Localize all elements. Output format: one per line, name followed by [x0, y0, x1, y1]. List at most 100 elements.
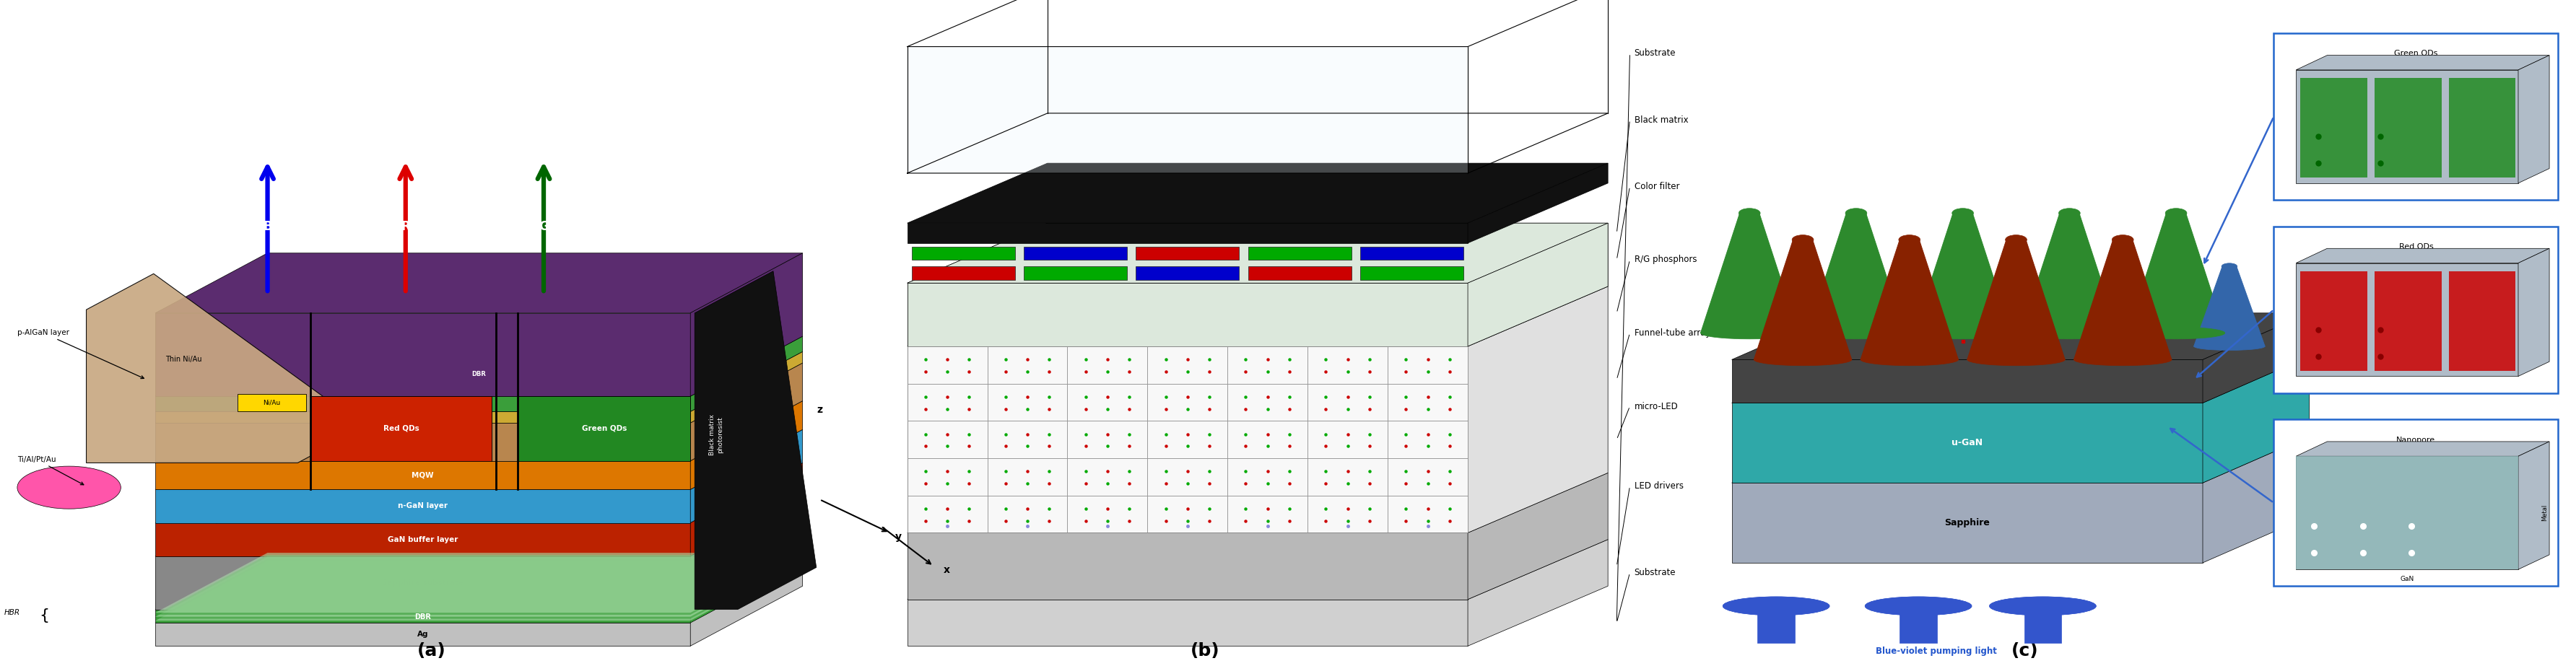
- Polygon shape: [155, 490, 690, 523]
- Polygon shape: [312, 396, 492, 461]
- Text: n-GaN layer: n-GaN layer: [397, 503, 448, 509]
- Ellipse shape: [2058, 208, 2081, 218]
- Polygon shape: [690, 336, 804, 412]
- Polygon shape: [1388, 346, 1468, 384]
- Polygon shape: [1388, 496, 1468, 533]
- Polygon shape: [690, 463, 804, 556]
- Ellipse shape: [1723, 597, 1829, 615]
- Polygon shape: [88, 274, 366, 463]
- Text: Funnel-tube array: Funnel-tube array: [1633, 328, 1710, 338]
- Ellipse shape: [2221, 263, 2236, 270]
- Polygon shape: [907, 283, 1468, 346]
- Polygon shape: [155, 609, 690, 623]
- Polygon shape: [1968, 240, 2066, 360]
- Polygon shape: [2202, 313, 2308, 403]
- Text: Ni/Au: Ni/Au: [263, 400, 281, 406]
- Polygon shape: [1757, 606, 1795, 643]
- Polygon shape: [2295, 456, 2519, 569]
- Polygon shape: [1229, 458, 1309, 496]
- Polygon shape: [907, 346, 1468, 533]
- Text: Black matrix
photoresist: Black matrix photoresist: [708, 414, 724, 455]
- Polygon shape: [1754, 240, 1852, 360]
- Polygon shape: [1731, 403, 2202, 483]
- Polygon shape: [155, 557, 804, 617]
- Polygon shape: [907, 286, 1607, 346]
- Polygon shape: [1229, 496, 1309, 533]
- Polygon shape: [1388, 458, 1468, 496]
- Polygon shape: [1468, 163, 1607, 243]
- Polygon shape: [1309, 346, 1388, 384]
- Polygon shape: [1731, 483, 2202, 563]
- Polygon shape: [1388, 421, 1468, 458]
- Text: Ti/Al/Pt/Au: Ti/Al/Pt/Au: [18, 456, 82, 485]
- Text: DBR: DBR: [415, 613, 430, 620]
- Polygon shape: [2450, 271, 2517, 371]
- Polygon shape: [1808, 213, 1906, 333]
- Polygon shape: [1309, 384, 1388, 421]
- Polygon shape: [2295, 456, 2519, 569]
- Polygon shape: [155, 463, 804, 523]
- Polygon shape: [155, 412, 690, 423]
- Polygon shape: [2519, 55, 2550, 183]
- Text: DBR: DBR: [471, 371, 487, 377]
- Polygon shape: [1066, 421, 1146, 458]
- Polygon shape: [2202, 436, 2308, 563]
- Text: micro-LED: micro-LED: [1633, 402, 1677, 411]
- Polygon shape: [1388, 384, 1468, 421]
- Polygon shape: [155, 352, 804, 412]
- Polygon shape: [2300, 271, 2367, 371]
- Ellipse shape: [2195, 342, 2264, 350]
- Polygon shape: [907, 223, 1468, 243]
- Polygon shape: [2295, 70, 2519, 183]
- Polygon shape: [1066, 384, 1146, 421]
- Text: DBR: DBR: [415, 613, 433, 619]
- Polygon shape: [1229, 421, 1309, 458]
- Ellipse shape: [2166, 208, 2187, 218]
- Text: MQW: MQW: [412, 472, 433, 479]
- Polygon shape: [2295, 442, 2550, 456]
- Ellipse shape: [1968, 354, 2066, 366]
- Polygon shape: [155, 623, 690, 646]
- Text: G: G: [538, 220, 549, 233]
- Polygon shape: [2202, 356, 2308, 483]
- Polygon shape: [2375, 271, 2442, 371]
- Polygon shape: [155, 461, 690, 490]
- Polygon shape: [1023, 246, 1128, 260]
- Ellipse shape: [1754, 354, 1852, 366]
- Polygon shape: [2128, 213, 2226, 333]
- Text: p-AlGaN layer: p-AlGaN layer: [18, 330, 144, 378]
- Polygon shape: [690, 401, 804, 490]
- Ellipse shape: [2074, 354, 2172, 366]
- Text: Blue-violet pumping light: Blue-violet pumping light: [1875, 647, 1996, 656]
- Text: x: x: [943, 565, 951, 575]
- Ellipse shape: [1914, 327, 2012, 339]
- Text: Sapphire substrate: Sapphire substrate: [381, 579, 464, 586]
- Polygon shape: [690, 253, 804, 396]
- Polygon shape: [2020, 213, 2117, 333]
- Polygon shape: [155, 313, 690, 396]
- Polygon shape: [155, 430, 804, 490]
- Polygon shape: [2295, 248, 2550, 263]
- Polygon shape: [907, 223, 1607, 283]
- Ellipse shape: [1844, 208, 1868, 218]
- Ellipse shape: [2128, 327, 2226, 339]
- Text: Black matrix: Black matrix: [1633, 115, 1687, 125]
- Polygon shape: [1146, 346, 1229, 384]
- Polygon shape: [1229, 384, 1309, 421]
- Polygon shape: [1229, 346, 1309, 384]
- Polygon shape: [907, 283, 1468, 346]
- Polygon shape: [690, 430, 804, 523]
- Polygon shape: [155, 253, 804, 313]
- Ellipse shape: [18, 466, 121, 509]
- Polygon shape: [2375, 78, 2442, 178]
- Polygon shape: [1309, 458, 1388, 496]
- Polygon shape: [155, 496, 804, 556]
- Text: GaN buffer layer: GaN buffer layer: [389, 536, 459, 543]
- Polygon shape: [1360, 266, 1463, 280]
- Polygon shape: [907, 384, 987, 421]
- Polygon shape: [1360, 246, 1463, 260]
- Polygon shape: [907, 223, 1607, 283]
- Text: Nanopore: Nanopore: [2396, 436, 2434, 444]
- Text: Ag: Ag: [417, 631, 428, 638]
- Ellipse shape: [2020, 327, 2117, 339]
